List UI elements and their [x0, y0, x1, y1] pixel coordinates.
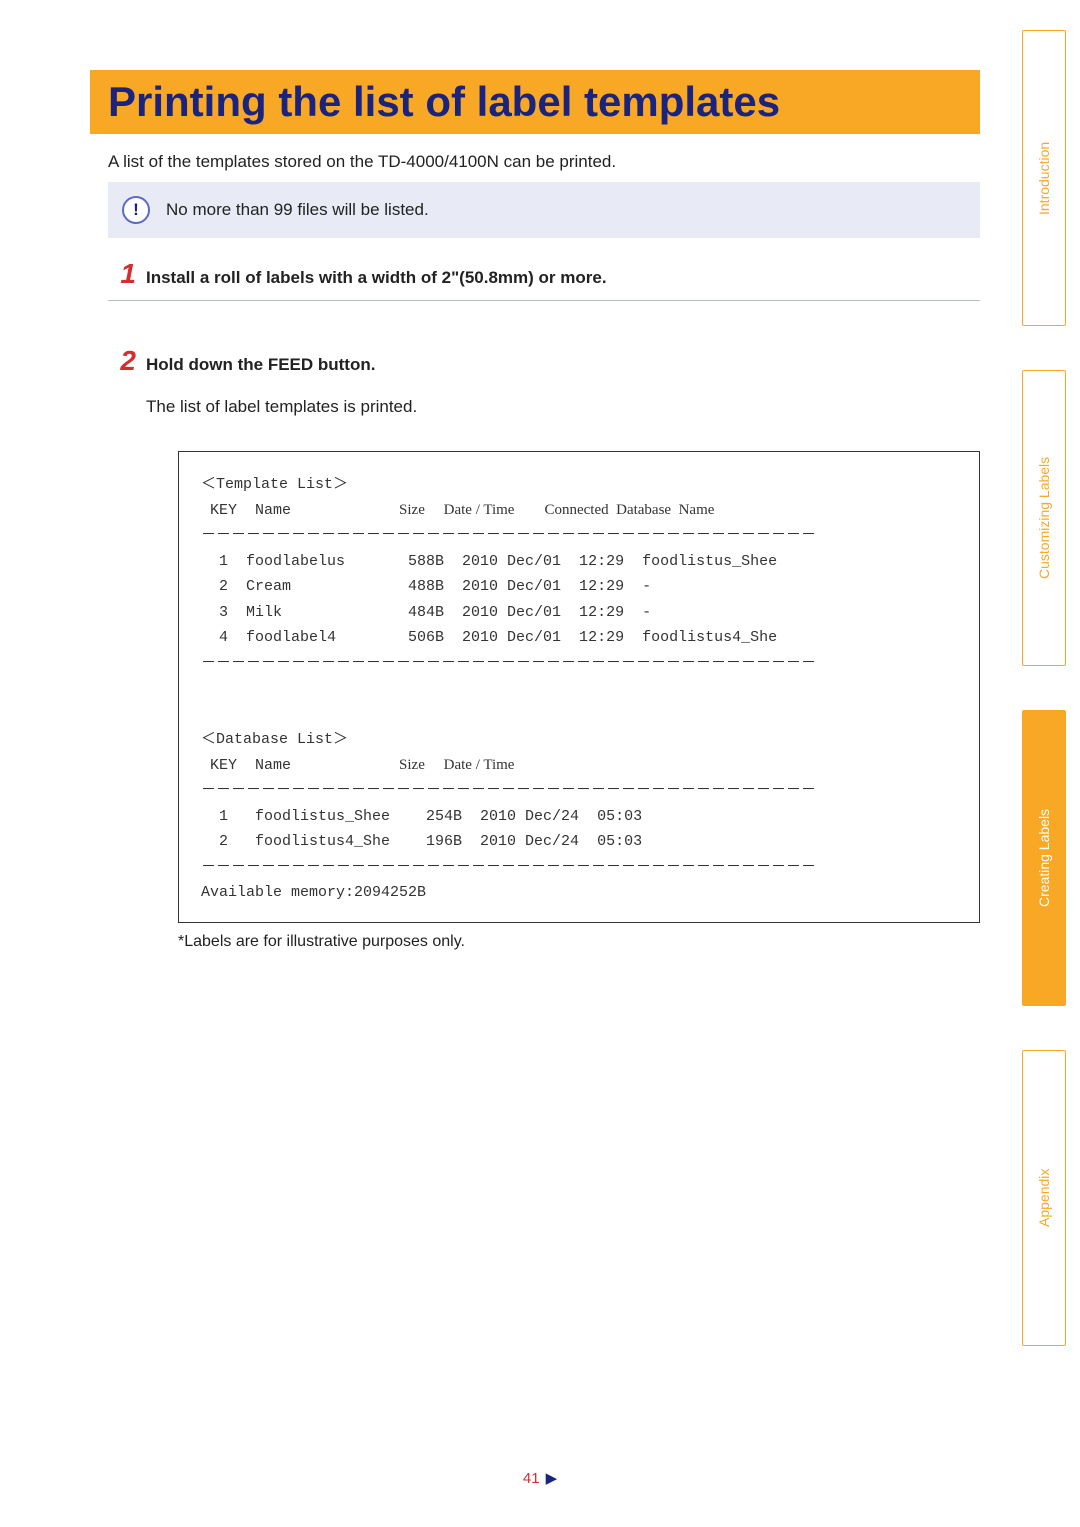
db-cols-serif: Size Date / Time [399, 757, 514, 773]
divider: －－－－－－－－－－－－－－－－－－－－－－－－－－－－－－－－－－－－－－－－… [201, 859, 816, 876]
section-title: Printing the list of label templates [90, 78, 980, 126]
side-tabs: Introduction Customizing Labels Creating… [1022, 30, 1066, 1497]
page-number: 41▶ [0, 1469, 1080, 1487]
printout-sample: ＜Template List＞ KEY Name Size Date / Tim… [178, 451, 980, 923]
template-row: 1 foodlabelus 588B 2010 Dec/01 12:29 foo… [201, 553, 777, 570]
step-title: Hold down the FEED button. [146, 355, 375, 375]
step-number: 1 [108, 258, 136, 290]
db-cols-mono: KEY Name [201, 757, 399, 774]
next-page-arrow-icon: ▶ [546, 1470, 558, 1487]
db-row: 1 foodlistus_Shee 254B 2010 Dec/24 05:03 [201, 808, 642, 825]
divider: －－－－－－－－－－－－－－－－－－－－－－－－－－－－－－－－－－－－－－－－… [201, 655, 816, 672]
divider: －－－－－－－－－－－－－－－－－－－－－－－－－－－－－－－－－－－－－－－－… [201, 782, 816, 799]
step-title: Install a roll of labels with a width of… [146, 268, 607, 288]
template-list-header: ＜Template List＞ [201, 476, 348, 493]
notice-icon: ! [122, 196, 150, 224]
db-row: 2 foodlistus4_She 196B 2010 Dec/24 05:03 [201, 833, 642, 850]
available-memory: Available memory:2094252B [201, 884, 426, 901]
step-2: 2 Hold down the FEED button. The list of… [108, 345, 980, 417]
notice-box: ! No more than 99 files will be listed. [108, 182, 980, 238]
tab-customizing-labels[interactable]: Customizing Labels [1022, 370, 1066, 666]
step-1: 1 Install a roll of labels with a width … [108, 258, 980, 301]
template-row: 4 foodlabel4 506B 2010 Dec/01 12:29 food… [201, 629, 777, 646]
tab-introduction[interactable]: Introduction [1022, 30, 1066, 326]
template-row: 2 Cream 488B 2010 Dec/01 12:29 - [201, 578, 651, 595]
tab-creating-labels[interactable]: Creating Labels [1022, 710, 1066, 1006]
tab-appendix[interactable]: Appendix [1022, 1050, 1066, 1346]
notice-text: No more than 99 files will be listed. [166, 200, 429, 220]
template-cols-serif: Size Date / Time Connected Database Name [399, 502, 714, 518]
database-list-header: ＜Database List＞ [201, 731, 348, 748]
section-title-bar: Printing the list of label templates [90, 70, 980, 134]
divider: －－－－－－－－－－－－－－－－－－－－－－－－－－－－－－－－－－－－－－－－… [201, 527, 816, 544]
manual-page: Printing the list of label templates A l… [0, 0, 1080, 1527]
template-row: 3 Milk 484B 2010 Dec/01 12:29 - [201, 604, 651, 621]
template-cols-mono: KEY Name [201, 502, 399, 519]
footnote: *Labels are for illustrative purposes on… [178, 933, 980, 951]
intro-text: A list of the templates stored on the TD… [108, 152, 980, 172]
step-body: The list of label templates is printed. [146, 397, 980, 417]
step-number: 2 [108, 345, 136, 377]
